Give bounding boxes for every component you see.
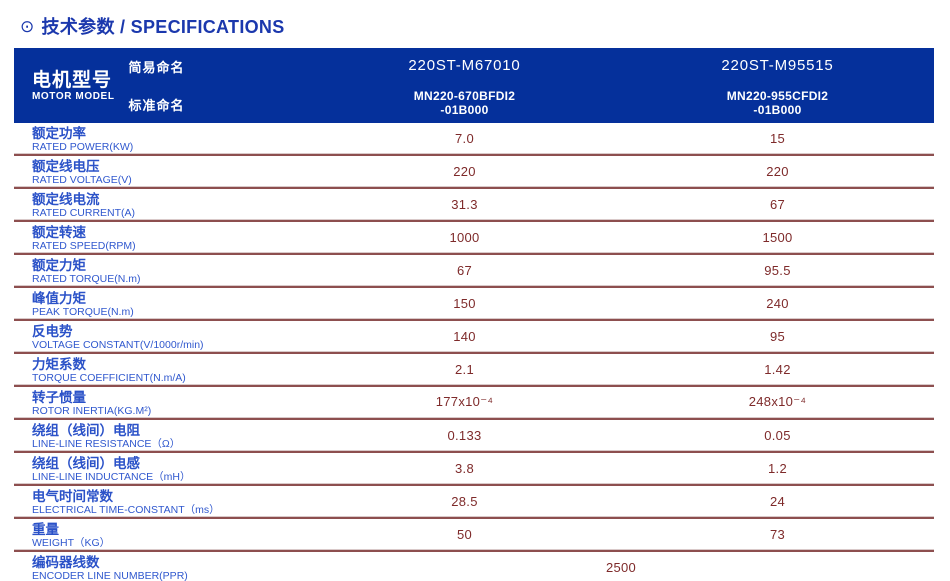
spec-row-line-line-inductance: 绕组（线间）电感 LINE-LINE INDUCTANCE（mH） 3.8 1.… (14, 453, 934, 483)
model-2-standard-name: MN220-955CFDI2 -01B000 (726, 88, 829, 117)
value-model-1: 31.3 (451, 196, 478, 212)
page-title-text: 技术参数 / SPECIFICATIONS (41, 17, 285, 37)
spec-row-encoder-line-number: 编码器线数 ENCODER LINE NUMBER(PPR) 2500 (14, 552, 934, 581)
row-separator (14, 384, 934, 387)
standard-name-label: 标准命名 (128, 97, 185, 113)
spec-row-voltage-constant: 反电势 VOLTAGE CONSTANT(V/1000r/min) 140 95 (14, 321, 934, 351)
row-label-zh: 额定线电压 (32, 159, 100, 174)
value-model-1: 28.5 (451, 493, 478, 509)
value-both-models: 2500 (605, 559, 637, 575)
motor-model-header: 电机型号 MOTOR MODEL 简易命名 标准命名 (14, 48, 308, 123)
row-label-en: LINE-LINE RESISTANCE（Ω） (32, 438, 181, 450)
row-label-zh: 编码器线数 (32, 555, 100, 570)
circled-dot-icon: ⊙ (20, 16, 35, 36)
value-model-1: 0.133 (447, 427, 482, 443)
row-label-zh: 绕组（线间）电感 (32, 456, 140, 471)
value-model-1: 220 (453, 163, 476, 179)
value-model-2: 1.42 (764, 361, 791, 377)
row-separator (14, 483, 934, 486)
value-model-1: 50 (456, 526, 473, 542)
value-model-2: 67 (769, 196, 786, 212)
row-separator (14, 318, 934, 321)
spec-row-rated-current: 额定线电流 RATED CURRENT(A) 31.3 67 (14, 189, 934, 219)
row-separator (14, 417, 934, 420)
row-label-zh: 转子惯量 (32, 390, 86, 405)
spec-row-weight: 重量 WEIGHT（KG） 50 73 (14, 519, 934, 549)
value-model-1: 3.8 (455, 460, 474, 476)
value-model-2: 95.5 (764, 262, 791, 278)
row-separator (14, 516, 934, 519)
row-label-zh: 绕组（线间）电阻 (32, 423, 140, 438)
value-model-1: 140 (453, 328, 476, 344)
value-model-2: 73 (769, 526, 786, 542)
value-model-2: 220 (766, 163, 789, 179)
model-column-1: 220ST-M67010 MN220-670BFDI2 -01B000 (308, 48, 621, 123)
row-label-en: VOLTAGE CONSTANT(V/1000r/min) (32, 339, 204, 351)
value-model-1: 1000 (449, 229, 480, 245)
simple-name-label: 简易命名 (128, 60, 185, 76)
spec-row-electrical-time-constant: 电气时间常数 ELECTRICAL TIME-CONSTANT（ms） 28.5… (14, 486, 934, 516)
row-label-zh: 额定转速 (32, 225, 86, 240)
value-model-2: 1.2 (768, 460, 787, 476)
motor-model-label-en: MOTOR MODEL (32, 90, 115, 102)
row-separator (14, 549, 934, 552)
row-label-zh: 电气时间常数 (32, 489, 113, 504)
row-separator (14, 450, 934, 453)
spec-row-rated-voltage: 额定线电压 RATED VOLTAGE(V) 220 220 (14, 156, 934, 186)
row-label-zh: 重量 (32, 522, 59, 537)
value-model-1: 7.0 (455, 130, 474, 146)
value-model-2: 95 (769, 328, 786, 344)
row-separator (14, 186, 934, 189)
row-label-en: ELECTRICAL TIME-CONSTANT（ms） (32, 504, 220, 516)
row-label-en: LINE-LINE INDUCTANCE（mH） (32, 471, 191, 483)
row-label-en: PEAK TORQUE(N.m) (32, 306, 134, 318)
value-model-1: 67 (456, 262, 473, 278)
value-model-2: 1500 (762, 229, 793, 245)
row-label-en: TORQUE COEFFICIENT(N.m/A) (32, 372, 186, 384)
motor-model-label-zh: 电机型号 (32, 69, 113, 91)
row-label-en: RATED TORQUE(N.m) (32, 273, 141, 285)
row-label-zh: 力矩系数 (32, 357, 86, 372)
row-separator (14, 153, 934, 156)
model-1-simple-name: 220ST-M67010 (408, 56, 521, 74)
row-label-en: RATED POWER(KW) (32, 141, 134, 153)
model-1-standard-name: MN220-670BFDI2 -01B000 (413, 88, 516, 117)
row-separator (14, 252, 934, 255)
model-column-2: 220ST-M95515 MN220-955CFDI2 -01B000 (621, 48, 934, 123)
value-model-2: 15 (769, 130, 786, 146)
value-model-2: 0.05 (764, 427, 791, 443)
spec-row-rated-power: 额定功率 RATED POWER(KW) 7.0 15 (14, 123, 934, 153)
spec-row-peak-torque: 峰值力矩 PEAK TORQUE(N.m) 150 240 (14, 288, 934, 318)
row-label-en: ROTOR INERTIA(KG.M²) (32, 405, 152, 417)
row-label-en: RATED CURRENT(A) (32, 207, 136, 219)
row-label-en: ENCODER LINE NUMBER(PPR) (32, 570, 188, 581)
value-model-2: 240 (766, 295, 789, 311)
spec-row-torque-coefficient: 力矩系数 TORQUE COEFFICIENT(N.m/A) 2.1 1.42 (14, 354, 934, 384)
row-label-zh: 额定力矩 (32, 258, 86, 273)
row-label-en: WEIGHT（KG） (32, 537, 111, 549)
row-label-zh: 峰值力矩 (32, 291, 86, 306)
spec-row-rotor-inertia: 转子惯量 ROTOR INERTIA(KG.M²) 177x10⁻⁴ 248x1… (14, 387, 934, 417)
model-2-simple-name: 220ST-M95515 (721, 56, 834, 74)
value-model-2: 248x10⁻⁴ (748, 394, 807, 409)
specifications-table: 电机型号 MOTOR MODEL 简易命名 标准命名 220ST-M67010 … (14, 48, 934, 581)
row-label-zh: 额定功率 (32, 126, 86, 141)
row-label-en: RATED VOLTAGE(V) (32, 174, 132, 186)
spec-row-rated-speed: 额定转速 RATED SPEED(RPM) 1000 1500 (14, 222, 934, 252)
value-model-1: 177x10⁻⁴ (435, 394, 494, 409)
row-label-zh: 反电势 (32, 324, 73, 339)
value-model-1: 150 (453, 295, 476, 311)
row-separator (14, 219, 934, 222)
value-model-1: 2.1 (455, 361, 474, 377)
row-separator (14, 285, 934, 288)
page-title: ⊙ 技术参数 / SPECIFICATIONS (0, 0, 950, 39)
spec-row-line-line-resistance: 绕组（线间）电阻 LINE-LINE RESISTANCE（Ω） 0.133 0… (14, 420, 934, 450)
table-header: 电机型号 MOTOR MODEL 简易命名 标准命名 220ST-M67010 … (14, 48, 934, 123)
value-model-2: 24 (769, 493, 786, 509)
row-label-en: RATED SPEED(RPM) (32, 240, 136, 252)
row-separator (14, 351, 934, 354)
spec-row-rated-torque: 额定力矩 RATED TORQUE(N.m) 67 95.5 (14, 255, 934, 285)
row-label-zh: 额定线电流 (32, 192, 100, 207)
